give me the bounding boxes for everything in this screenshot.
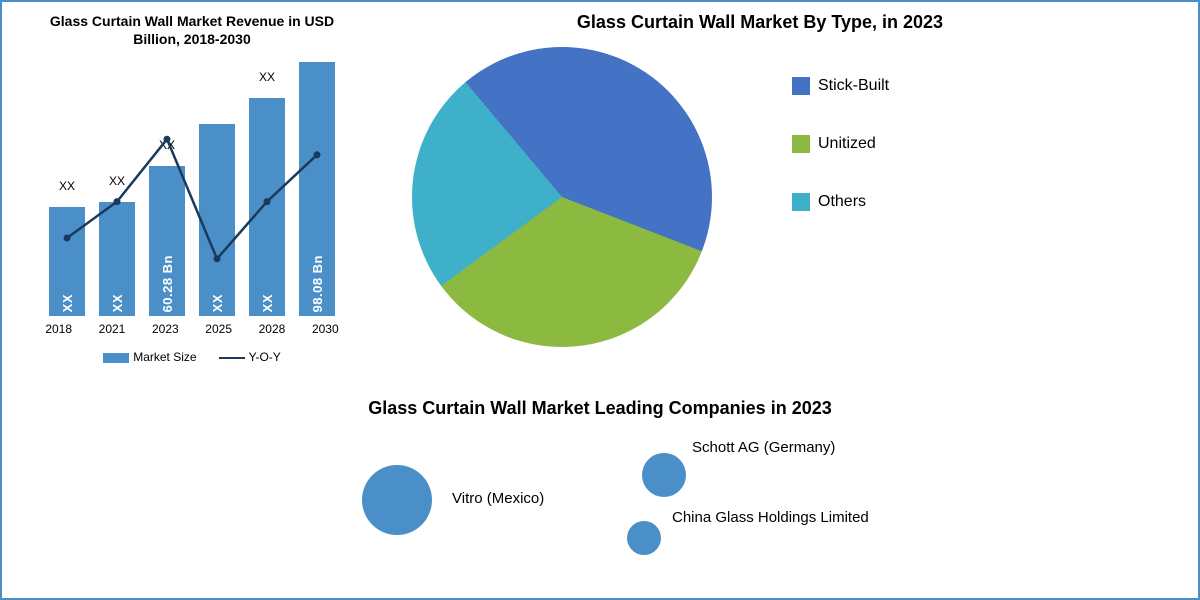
top-row: Glass Curtain Wall Market Revenue in USD… — [32, 12, 1168, 392]
pie-legend-label: Unitized — [818, 135, 876, 153]
pie-legend: Stick-Built Unitized Others — [792, 47, 889, 211]
x-tick: 2021 — [99, 322, 126, 336]
bars-container: XXXXXXXXXX60.28 BnXXXXXX98.08 Bn — [42, 56, 342, 316]
bar-chart-area: XXXXXXXXXX60.28 BnXXXXXX98.08 Bn — [42, 56, 342, 316]
bar-legend: Market Size Y-O-Y — [32, 350, 352, 364]
bar-2025: XX — [197, 124, 237, 316]
x-tick: 2025 — [205, 322, 232, 336]
bar-chart-title: Glass Curtain Wall Market Revenue in USD… — [32, 12, 352, 48]
pie-chart-panel: Glass Curtain Wall Market By Type, in 20… — [352, 12, 1168, 392]
pie-row: Stick-Built Unitized Others — [352, 47, 1168, 347]
pie-legend-color-icon — [792, 193, 810, 211]
legend-bar-label: Market Size — [133, 350, 196, 364]
bar-2021: XXXX — [97, 202, 137, 316]
legend-yoy: Y-O-Y — [219, 350, 281, 364]
company-label: Vitro (Mexico) — [452, 490, 544, 508]
bar-rect: XX — [49, 207, 85, 316]
bar-chart-panel: Glass Curtain Wall Market Revenue in USD… — [32, 12, 352, 392]
company-label: China Glass Holdings Limited — [672, 509, 869, 527]
pie-chart — [412, 47, 712, 347]
company-label: Schott AG (Germany) — [692, 439, 835, 457]
legend-bar-icon — [103, 353, 129, 363]
bar-value-label: XX — [60, 290, 75, 316]
bar-x-axis: 2018 2021 2023 2025 2028 2030 — [32, 322, 352, 336]
x-tick: 2028 — [259, 322, 286, 336]
bar-top-label: XX — [159, 138, 175, 152]
pie-chart-title: Glass Curtain Wall Market By Type, in 20… — [352, 12, 1168, 33]
x-tick: 2018 — [45, 322, 72, 336]
bubble-chart-panel: Glass Curtain Wall Market Leading Compan… — [32, 398, 1168, 598]
legend-market-size: Market Size — [103, 350, 196, 364]
bar-value-label: 98.08 Bn — [310, 251, 325, 316]
pie-legend-item: Others — [792, 193, 889, 211]
pie-legend-color-icon — [792, 77, 810, 95]
pie-legend-label: Stick-Built — [818, 77, 889, 95]
pie-legend-label: Others — [818, 193, 866, 211]
bar-value-label: 60.28 Bn — [160, 251, 175, 316]
legend-line-label: Y-O-Y — [249, 350, 281, 364]
bar-value-label: XX — [210, 290, 225, 316]
company-bubble — [642, 453, 686, 497]
x-tick: 2030 — [312, 322, 339, 336]
legend-line-icon — [219, 357, 245, 359]
pie-legend-color-icon — [792, 135, 810, 153]
bar-rect: XX — [99, 202, 135, 316]
company-bubble — [362, 465, 432, 535]
pie-legend-item: Unitized — [792, 135, 889, 153]
report-container: Glass Curtain Wall Market Revenue in USD… — [0, 0, 1200, 600]
bar-top-label: XX — [259, 70, 275, 84]
bar-rect: XX — [249, 98, 285, 316]
bar-2023: XX60.28 Bn — [147, 166, 187, 317]
bar-value-label: XX — [260, 290, 275, 316]
bar-value-label: XX — [110, 290, 125, 316]
bubble-area: Vitro (Mexico) Schott AG (Germany) China G… — [32, 435, 1168, 575]
bar-top-label: XX — [59, 179, 75, 193]
bar-2018: XXXX — [47, 207, 87, 316]
bar-top-label: XX — [109, 174, 125, 188]
pie-legend-item: Stick-Built — [792, 77, 889, 95]
company-bubble — [627, 521, 661, 555]
bar-2028: XXXX — [247, 98, 287, 316]
bar-rect: XX — [199, 124, 235, 316]
bubble-chart-title: Glass Curtain Wall Market Leading Compan… — [32, 398, 1168, 419]
bar-2030: 98.08 Bn — [297, 62, 337, 317]
x-tick: 2023 — [152, 322, 179, 336]
bar-rect: 60.28 Bn — [149, 166, 185, 317]
bar-rect: 98.08 Bn — [299, 62, 335, 317]
